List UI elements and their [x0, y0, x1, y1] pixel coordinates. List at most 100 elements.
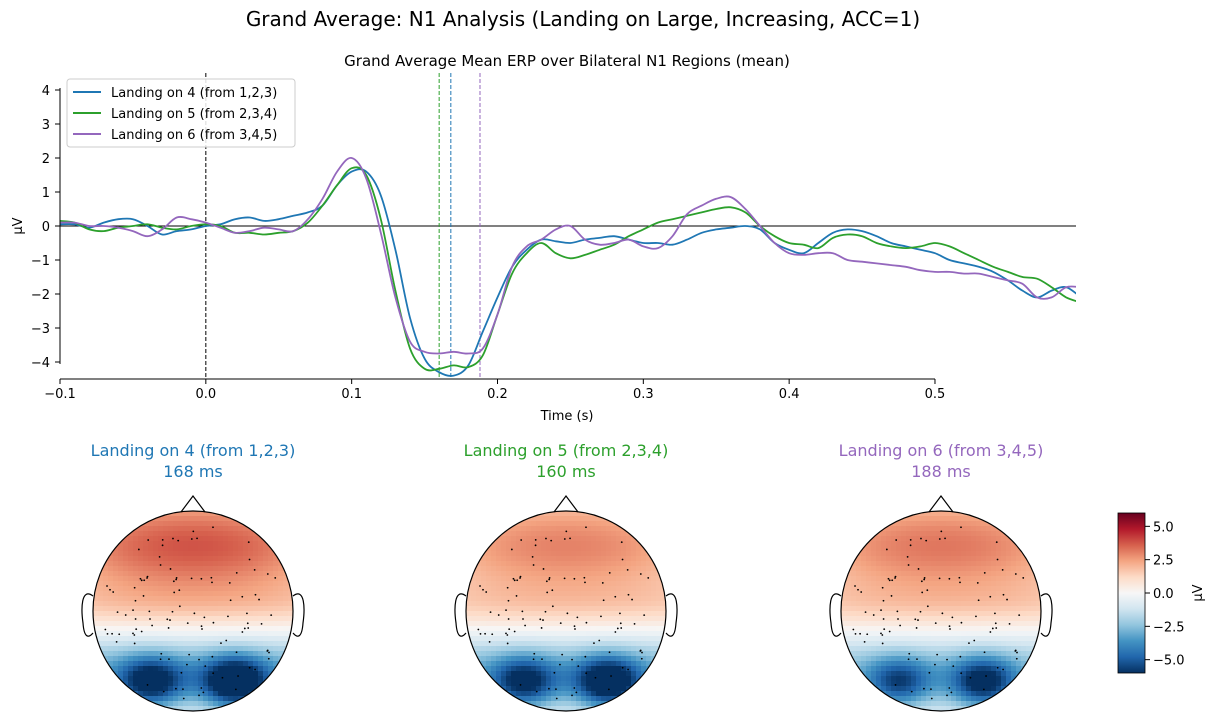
electrode-dot: [106, 585, 108, 587]
topomap-cell: [486, 636, 492, 642]
topomap-cell: [546, 631, 552, 637]
electrode-dot: [228, 582, 231, 584]
topomap-cell: [163, 631, 169, 637]
topomap-cell: [198, 601, 204, 607]
topomap-cell: [501, 666, 507, 672]
electrode-dot: [512, 577, 515, 580]
topomap-cell: [123, 656, 129, 662]
topomap-cell: [891, 591, 897, 597]
topomap-cell: [283, 631, 289, 637]
topomap-cell: [636, 651, 642, 657]
topomap-cell: [661, 621, 666, 627]
topomap-cell: [213, 671, 219, 677]
electrode-dot: [532, 658, 535, 661]
topomap-cell: [951, 651, 957, 657]
topomap-cell: [253, 631, 259, 637]
topomap-cell: [621, 671, 627, 677]
topomap-cell: [516, 631, 522, 637]
topomap-cell: [213, 546, 219, 552]
topomap-cell: [496, 596, 502, 602]
topomap-cell: [646, 571, 652, 577]
topomap-cell: [891, 566, 897, 572]
topomap-cell: [248, 671, 254, 677]
topomap-cell: [198, 596, 204, 602]
topomap-cell: [616, 556, 622, 562]
topomap-cell: [218, 576, 224, 582]
topomap-cell: [526, 511, 532, 517]
erp-plot: Grand Average Mean ERP over Bilateral N1…: [11, 52, 1076, 424]
topomap-cell: [258, 576, 264, 582]
topomap-cell: [951, 521, 957, 527]
topomap-cell: [866, 611, 872, 617]
topomap-cell: [966, 661, 972, 667]
topomap-cell: [546, 681, 552, 687]
topomap-cell: [976, 586, 982, 592]
electrode-dot: [235, 651, 238, 654]
topomap-cell: [551, 541, 557, 547]
topomap-cell: [601, 621, 607, 627]
topomap-cell: [158, 546, 164, 552]
topomap-cell: [511, 546, 517, 552]
topomap-cell: [621, 621, 627, 627]
topomap-cell: [278, 626, 284, 632]
topomap-cell: [961, 621, 967, 627]
topomap-cell: [263, 641, 269, 647]
topomap-cell: [881, 656, 887, 662]
topomap-cell: [1011, 546, 1017, 552]
topomap-cell: [926, 626, 932, 632]
topomap-cell: [911, 576, 917, 582]
topomap-cell: [466, 606, 472, 612]
electrode-dot: [1016, 651, 1018, 654]
topomap-cell: [238, 636, 244, 642]
topomap-cell: [546, 526, 552, 532]
electrode-dot: [934, 622, 937, 625]
topomap-cell: [148, 631, 154, 637]
topomap-cell: [566, 576, 572, 582]
topomap-cell: [641, 571, 647, 577]
electrode-dot: [940, 530, 943, 533]
topomap-cell: [891, 666, 897, 672]
topomap-cell: [163, 546, 169, 552]
topomap-cell: [128, 606, 134, 612]
topomap-cell: [551, 521, 557, 527]
topomap-cell: [921, 676, 927, 682]
topomap-cell: [641, 586, 647, 592]
topomap-cell: [491, 561, 497, 567]
topomap-cell: [856, 591, 862, 597]
topomap-cell: [596, 616, 602, 622]
topomap-cell: [876, 581, 882, 587]
topomap-cell: [153, 571, 159, 577]
colorbar-tick-label: −2.5: [1153, 620, 1185, 635]
topomap-cell: [526, 601, 532, 607]
topomap-cell: [193, 686, 199, 692]
topomap-cell: [1016, 556, 1022, 562]
topomap-cell: [183, 631, 189, 637]
topomap-cell: [108, 656, 114, 662]
topomap-cell: [621, 566, 627, 572]
topomap-cell: [536, 536, 542, 542]
topomap-cell: [606, 661, 612, 667]
topomap-cell: [551, 606, 557, 612]
topomap-cell: [536, 651, 542, 657]
topomap-cell: [1021, 596, 1027, 602]
topomap-cell: [881, 666, 887, 672]
topomap-cell: [218, 646, 224, 652]
topomap-cell: [278, 646, 284, 652]
topomap-cell: [496, 676, 502, 682]
topomap-cell: [926, 706, 932, 711]
topomap-cell: [178, 591, 184, 597]
topomap-cell: [173, 626, 179, 632]
electrode-dot: [559, 663, 561, 666]
topomap-cell: [268, 621, 274, 627]
topomap-cell: [556, 611, 562, 617]
electrode-dot: [934, 663, 936, 666]
topomap-cell: [951, 616, 957, 622]
topomap-cell: [1011, 636, 1017, 642]
topomap-cell: [621, 641, 627, 647]
topomap-cell: [646, 601, 652, 607]
topomap-cell: [891, 571, 897, 577]
topomap-cell: [243, 626, 249, 632]
topomap-cell: [551, 666, 557, 672]
topomap-cell: [996, 546, 1002, 552]
topomap-cell: [228, 686, 234, 692]
